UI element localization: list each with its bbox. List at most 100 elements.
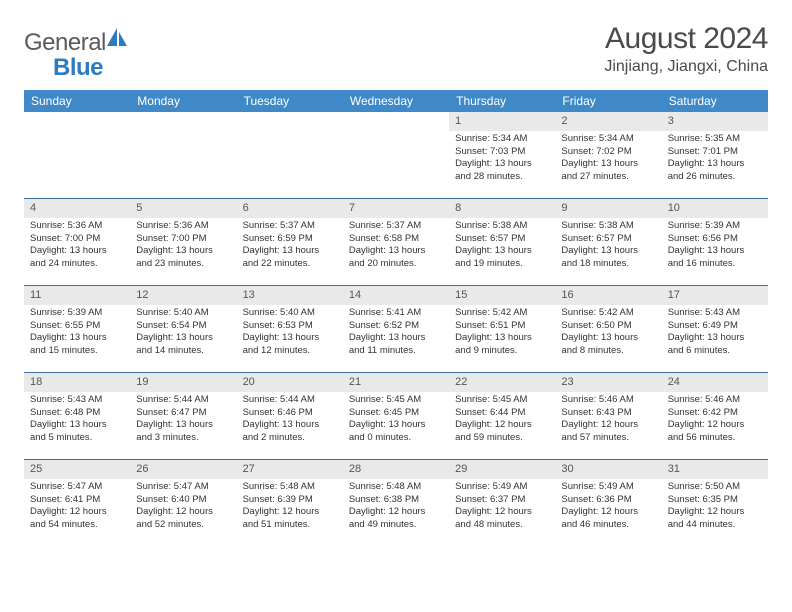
sunrise-text: Sunrise: 5:47 AM	[136, 481, 230, 494]
daylight-text: Daylight: 13 hours and 18 minutes.	[561, 245, 655, 271]
day-number: 3	[662, 112, 768, 131]
daylight-text: Daylight: 13 hours and 15 minutes.	[30, 332, 124, 358]
day-body: Sunrise: 5:47 AMSunset: 6:40 PMDaylight:…	[130, 481, 236, 536]
day-cell: 20Sunrise: 5:44 AMSunset: 6:46 PMDayligh…	[237, 373, 343, 459]
day-number: 15	[449, 286, 555, 305]
day-number: 27	[237, 460, 343, 479]
day-body: Sunrise: 5:37 AMSunset: 6:59 PMDaylight:…	[237, 220, 343, 275]
day-cell: 25Sunrise: 5:47 AMSunset: 6:41 PMDayligh…	[24, 460, 130, 546]
weekday-mon: Monday	[130, 90, 236, 112]
sunrise-text: Sunrise: 5:39 AM	[668, 220, 762, 233]
day-number: 13	[237, 286, 343, 305]
day-cell: 11Sunrise: 5:39 AMSunset: 6:55 PMDayligh…	[24, 286, 130, 372]
day-cell: 2Sunrise: 5:34 AMSunset: 7:02 PMDaylight…	[555, 112, 661, 198]
day-number	[24, 112, 130, 131]
page-header: General August 2024 Jinjiang, Jiangxi, C…	[24, 22, 768, 76]
weekday-header: Sunday Monday Tuesday Wednesday Thursday…	[24, 90, 768, 112]
daylight-text: Daylight: 13 hours and 9 minutes.	[455, 332, 549, 358]
day-body: Sunrise: 5:39 AMSunset: 6:56 PMDaylight:…	[662, 220, 768, 275]
week-row: 4Sunrise: 5:36 AMSunset: 7:00 PMDaylight…	[24, 198, 768, 285]
sunset-text: Sunset: 6:47 PM	[136, 407, 230, 420]
sunset-text: Sunset: 6:44 PM	[455, 407, 549, 420]
day-number: 4	[24, 199, 130, 218]
sunrise-text: Sunrise: 5:34 AM	[561, 133, 655, 146]
day-body: Sunrise: 5:38 AMSunset: 6:57 PMDaylight:…	[449, 220, 555, 275]
sunrise-text: Sunrise: 5:41 AM	[349, 307, 443, 320]
daylight-text: Daylight: 12 hours and 46 minutes.	[561, 506, 655, 532]
month-title: August 2024	[604, 22, 768, 56]
day-cell: 19Sunrise: 5:44 AMSunset: 6:47 PMDayligh…	[130, 373, 236, 459]
day-number: 16	[555, 286, 661, 305]
day-body: Sunrise: 5:43 AMSunset: 6:49 PMDaylight:…	[662, 307, 768, 362]
sunset-text: Sunset: 6:50 PM	[561, 320, 655, 333]
sunrise-text: Sunrise: 5:34 AM	[455, 133, 549, 146]
sunrise-text: Sunrise: 5:43 AM	[30, 394, 124, 407]
sunrise-text: Sunrise: 5:42 AM	[561, 307, 655, 320]
day-body: Sunrise: 5:39 AMSunset: 6:55 PMDaylight:…	[24, 307, 130, 362]
weekday-sun: Sunday	[24, 90, 130, 112]
day-body	[24, 133, 130, 137]
daylight-text: Daylight: 12 hours and 48 minutes.	[455, 506, 549, 532]
day-number: 1	[449, 112, 555, 131]
daylight-text: Daylight: 12 hours and 59 minutes.	[455, 419, 549, 445]
day-number: 6	[237, 199, 343, 218]
sunrise-text: Sunrise: 5:39 AM	[30, 307, 124, 320]
daylight-text: Daylight: 13 hours and 14 minutes.	[136, 332, 230, 358]
day-cell: 17Sunrise: 5:43 AMSunset: 6:49 PMDayligh…	[662, 286, 768, 372]
day-cell: 27Sunrise: 5:48 AMSunset: 6:39 PMDayligh…	[237, 460, 343, 546]
day-cell: 16Sunrise: 5:42 AMSunset: 6:50 PMDayligh…	[555, 286, 661, 372]
sunset-text: Sunset: 6:42 PM	[668, 407, 762, 420]
weekday-sat: Saturday	[662, 90, 768, 112]
sail-icon	[107, 28, 129, 53]
day-number: 22	[449, 373, 555, 392]
day-cell: 12Sunrise: 5:40 AMSunset: 6:54 PMDayligh…	[130, 286, 236, 372]
sunrise-text: Sunrise: 5:36 AM	[136, 220, 230, 233]
title-block: August 2024 Jinjiang, Jiangxi, China	[604, 22, 768, 76]
day-cell: 8 Sunrise: 5:38 AMSunset: 6:57 PMDaylight…	[449, 199, 555, 285]
daylight-text: Daylight: 12 hours and 54 minutes.	[30, 506, 124, 532]
daylight-text: Daylight: 12 hours and 49 minutes.	[349, 506, 443, 532]
sunset-text: Sunset: 6:49 PM	[668, 320, 762, 333]
day-body: Sunrise: 5:45 AMSunset: 6:45 PMDaylight:…	[343, 394, 449, 449]
week-row: 11Sunrise: 5:39 AMSunset: 6:55 PMDayligh…	[24, 285, 768, 372]
daylight-text: Daylight: 13 hours and 23 minutes.	[136, 245, 230, 271]
sunrise-text: Sunrise: 5:36 AM	[30, 220, 124, 233]
weekday-wed: Wednesday	[343, 90, 449, 112]
sunset-text: Sunset: 6:59 PM	[243, 233, 337, 246]
day-number: 29	[449, 460, 555, 479]
sunrise-text: Sunrise: 5:37 AM	[243, 220, 337, 233]
weekday-tue: Tuesday	[237, 90, 343, 112]
daylight-text: Daylight: 13 hours and 24 minutes.	[30, 245, 124, 271]
sunrise-text: Sunrise: 5:49 AM	[561, 481, 655, 494]
day-body: Sunrise: 5:42 AMSunset: 6:51 PMDaylight:…	[449, 307, 555, 362]
sunset-text: Sunset: 6:57 PM	[561, 233, 655, 246]
daylight-text: Daylight: 13 hours and 3 minutes.	[136, 419, 230, 445]
daylight-text: Daylight: 13 hours and 19 minutes.	[455, 245, 549, 271]
day-cell: 9Sunrise: 5:38 AMSunset: 6:57 PMDaylight…	[555, 199, 661, 285]
week-row: 18Sunrise: 5:43 AMSunset: 6:48 PMDayligh…	[24, 372, 768, 459]
daylight-text: Daylight: 13 hours and 12 minutes.	[243, 332, 337, 358]
sunrise-text: Sunrise: 5:48 AM	[349, 481, 443, 494]
day-cell: 1Sunrise: 5:34 AMSunset: 7:03 PMDaylight…	[449, 112, 555, 198]
daylight-text: Daylight: 13 hours and 2 minutes.	[243, 419, 337, 445]
day-cell	[237, 112, 343, 198]
day-body: Sunrise: 5:41 AMSunset: 6:52 PMDaylight:…	[343, 307, 449, 362]
daylight-text: Daylight: 12 hours and 57 minutes.	[561, 419, 655, 445]
calendar: Sunday Monday Tuesday Wednesday Thursday…	[24, 90, 768, 546]
day-number: 8	[449, 199, 555, 218]
sunrise-text: Sunrise: 5:44 AM	[136, 394, 230, 407]
sunset-text: Sunset: 6:52 PM	[349, 320, 443, 333]
day-number: 23	[555, 373, 661, 392]
day-body: Sunrise: 5:47 AMSunset: 6:41 PMDaylight:…	[24, 481, 130, 536]
day-cell: 30Sunrise: 5:49 AMSunset: 6:36 PMDayligh…	[555, 460, 661, 546]
sunrise-text: Sunrise: 5:40 AM	[136, 307, 230, 320]
sunset-text: Sunset: 6:45 PM	[349, 407, 443, 420]
day-cell: 5Sunrise: 5:36 AMSunset: 7:00 PMDaylight…	[130, 199, 236, 285]
calendar-page: General August 2024 Jinjiang, Jiangxi, C…	[0, 0, 792, 568]
sunset-text: Sunset: 7:01 PM	[668, 146, 762, 159]
day-cell: 7Sunrise: 5:37 AMSunset: 6:58 PMDaylight…	[343, 199, 449, 285]
day-cell: 24Sunrise: 5:46 AMSunset: 6:42 PMDayligh…	[662, 373, 768, 459]
logo-text-a: General	[24, 29, 106, 57]
day-body: Sunrise: 5:44 AMSunset: 6:46 PMDaylight:…	[237, 394, 343, 449]
day-cell: 23Sunrise: 5:46 AMSunset: 6:43 PMDayligh…	[555, 373, 661, 459]
